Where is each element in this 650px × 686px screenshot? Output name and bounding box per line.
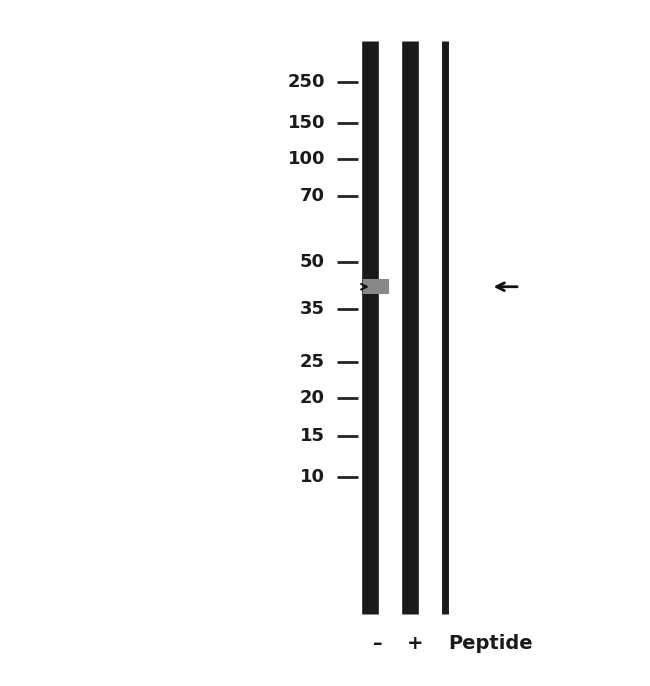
Text: 250: 250 [287, 73, 325, 91]
Text: 15: 15 [300, 427, 325, 445]
Text: 25: 25 [300, 353, 325, 370]
Text: 20: 20 [300, 389, 325, 407]
Text: 10: 10 [300, 468, 325, 486]
Text: 150: 150 [287, 115, 325, 132]
Text: 100: 100 [287, 150, 325, 168]
Text: +: + [406, 634, 423, 653]
Text: 70: 70 [300, 187, 325, 204]
Text: 35: 35 [300, 300, 325, 318]
Bar [363, 279, 389, 294]
Text: –: – [374, 634, 383, 653]
Text: Peptide: Peptide [448, 634, 533, 653]
Text: 50: 50 [300, 253, 325, 271]
